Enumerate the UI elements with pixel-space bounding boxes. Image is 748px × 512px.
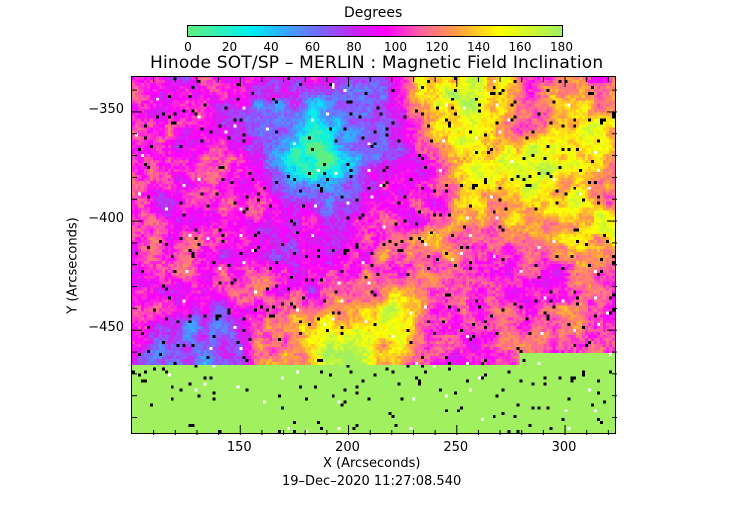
axes-ticks [132, 77, 617, 435]
y-tick-label: −400 [88, 211, 124, 227]
colorbar-tick-label: 120 [425, 40, 449, 54]
x-tick-label: 300 [551, 440, 577, 455]
colorbar-tick-label: 180 [550, 40, 573, 54]
plot-area [131, 76, 617, 435]
colorbar-tick-label: 0 [184, 40, 192, 54]
colorbar [187, 25, 563, 37]
y-tick-label: −350 [88, 101, 124, 117]
colorbar-tick-label: 80 [346, 40, 362, 54]
chart-title: Hinode SOT/SP – MERLIN : Magnetic Field … [150, 53, 604, 73]
colorbar-tick-label: 40 [263, 40, 279, 54]
y-tick-label: −450 [88, 320, 124, 336]
colorbar-tick-label: 140 [467, 40, 490, 54]
timestamp: 19–Dec–2020 11:27:08.540 [282, 474, 462, 489]
colorbar-tick-label: 100 [384, 40, 407, 54]
colorbar-tick-label: 60 [304, 40, 321, 54]
x-tick-label: 150 [226, 440, 252, 455]
inclination-heatmap [132, 77, 615, 433]
x-axis-label: X (Arcseconds) [323, 456, 421, 471]
colorbar-tick-label: 20 [221, 40, 238, 54]
x-tick-label: 200 [335, 440, 360, 455]
colorbar-label: Degrees [344, 5, 403, 21]
x-tick-label: 250 [443, 440, 469, 455]
y-axis-label: Y (Arcseconds) [65, 217, 81, 314]
colorbar-tick-label: 160 [508, 40, 532, 54]
